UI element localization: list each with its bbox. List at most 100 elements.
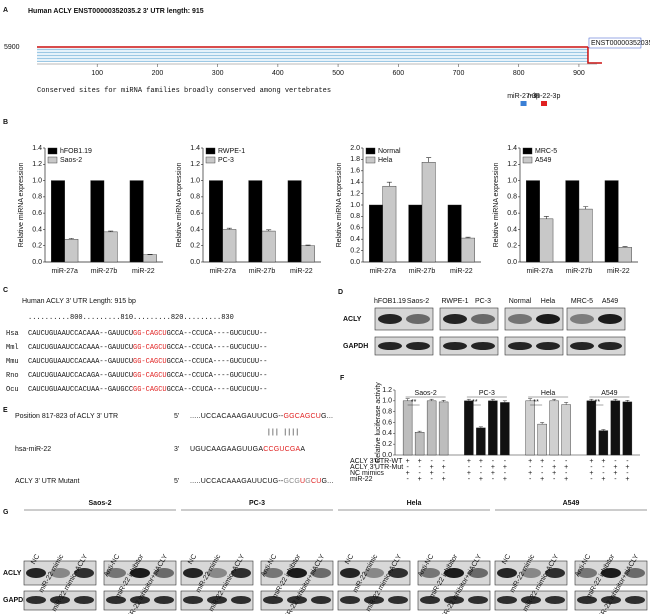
condition-sign: + [564, 464, 568, 471]
condition-sign: + [430, 470, 434, 477]
lane-label: NC [30, 553, 41, 565]
utr-end [587, 47, 602, 64]
blot-band [444, 596, 464, 604]
blot-band [521, 596, 541, 604]
condition-sign: + [625, 464, 629, 471]
condition-sign: - [590, 476, 593, 483]
legend-label: MRC-5 [535, 148, 557, 155]
panel-label: G [3, 509, 9, 516]
condition-sign: - [565, 458, 568, 465]
blot-band [231, 596, 251, 604]
bar [222, 229, 237, 263]
condition-sign: - [553, 476, 556, 483]
condition-sign: + [418, 458, 422, 465]
y-tick-label: 1.2 [190, 161, 200, 168]
pair-part: GCG [283, 478, 300, 485]
error-bar [564, 402, 569, 405]
group-title: A549 [563, 500, 580, 507]
x-tick-label: miR-27a [209, 268, 236, 275]
sequence-part: GCCA--CCUCA----GUCUCUU-- [167, 386, 268, 394]
error-bar [583, 206, 589, 210]
sequence: CAUCUGUAAUCCACAAA--GAUUCUGG-CAGCUGCCA--C… [28, 358, 267, 366]
pair-sequence: .....UCCACAAAGAUUCUG--GCGUGCUG... [190, 478, 334, 485]
legend-swatch [47, 147, 58, 155]
blot-band [183, 596, 203, 604]
y-axis-label: Relative miRNA expression [176, 162, 183, 247]
condition-label: ACLY 3'UTR-Mut [350, 464, 403, 471]
blot-band [598, 342, 622, 350]
bar [51, 180, 65, 263]
x-tick-label: miR-22 [290, 268, 313, 275]
bar [421, 162, 436, 263]
bar [402, 400, 413, 456]
condition-sign: - [430, 476, 433, 483]
sequence: CAUCUGUAAUCCACAAA--GAUUCUGG-CAGCUGCCA--C… [28, 344, 267, 352]
blot-band [263, 568, 283, 578]
blot-band [471, 314, 495, 324]
blot-band [364, 568, 384, 578]
y-tick-label: 1.4 [32, 145, 42, 152]
panel-label: E [3, 407, 8, 414]
blot-band [207, 596, 227, 604]
blot-band [536, 314, 560, 324]
condition-sign: + [540, 476, 544, 483]
x-tick-label: 600 [392, 70, 404, 77]
pair-part: .....UCCACAAAGAUUCUG-- [190, 413, 284, 420]
condition-sign: + [625, 476, 629, 483]
blot-box [374, 307, 434, 331]
alignment-title: Human ACLY 3' UTR Length: 915 bp [22, 298, 136, 305]
blot-band [311, 568, 331, 578]
error-bar [108, 230, 114, 232]
blot-band [497, 568, 517, 578]
blot-band [536, 342, 560, 350]
y-tick-label: 0.0 [507, 259, 517, 266]
x-tick-label: miR-27b [409, 268, 436, 275]
bar [549, 400, 559, 456]
blot-band [26, 596, 46, 604]
blot-band [508, 342, 532, 350]
condition-sign: + [589, 470, 593, 477]
sequence-part: GG-CAGCU [133, 386, 167, 394]
condition-sign: + [601, 476, 605, 483]
legend-label: hFOB1.19 [60, 148, 92, 155]
lane-label: NC [344, 553, 355, 565]
condition-sign: + [528, 458, 532, 465]
bar [618, 247, 632, 263]
blot-band [340, 568, 360, 578]
species: Mmu [6, 358, 19, 366]
blot-band [388, 596, 408, 604]
legend-swatch [365, 156, 376, 164]
condition-sign: - [626, 458, 629, 465]
blot-box [566, 307, 626, 331]
condition-sign: + [503, 464, 507, 471]
condition-sign: + [442, 476, 446, 483]
pair-label: Position 817-823 of ACLY 3' UTR [15, 413, 118, 420]
group-title: Hela [407, 500, 422, 507]
x-tick-label: miR-27a [526, 268, 553, 275]
pair-label: ACLY 3' UTR Mutant [15, 478, 80, 485]
bar [526, 180, 540, 263]
bar [287, 180, 302, 263]
y-tick-label: 1.0 [507, 177, 517, 184]
condition-sign: - [504, 458, 507, 465]
blot-band [497, 596, 517, 604]
condition-sign: + [479, 458, 483, 465]
legend-label: Normal [378, 148, 401, 155]
pair-part: GGCAGCU [283, 413, 321, 420]
y-tick-label: 0.8 [382, 409, 392, 416]
blot-band [577, 596, 597, 604]
condition-sign: + [552, 464, 556, 471]
site-marker [520, 101, 527, 106]
condition-sign: - [442, 470, 445, 477]
blot-band [601, 596, 621, 604]
error-bar [478, 426, 483, 428]
x-tick-label: miR-22 [607, 268, 630, 275]
blot-row-label: ACLY [343, 316, 362, 323]
blot-band [183, 568, 203, 578]
condition-sign: + [479, 476, 483, 483]
panel-label: B [3, 119, 8, 126]
lane-label: NC [187, 553, 198, 565]
condition-sign: - [468, 476, 471, 483]
lane-label: Normal [509, 298, 532, 305]
